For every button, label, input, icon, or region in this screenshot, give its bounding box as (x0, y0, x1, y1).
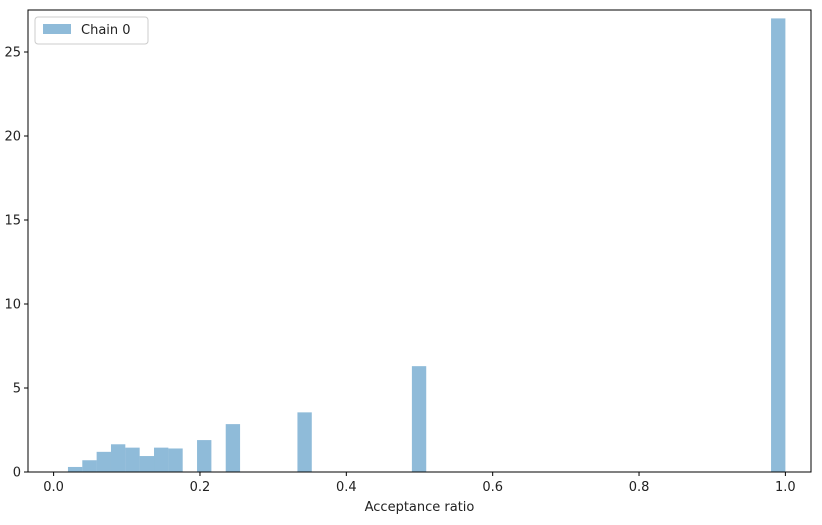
x-tick-label: 0.2 (190, 480, 211, 495)
histogram-bar-12 (771, 18, 786, 473)
x-tick-label: 0.0 (43, 480, 64, 495)
histogram-bar-7 (168, 448, 183, 472)
x-axis-ticks: 0.0 0.2 0.4 0.6 0.8 1.0 (43, 472, 796, 495)
legend-box (34, 16, 149, 45)
x-axis-label: Acceptance ratio (365, 500, 475, 515)
y-tick-label: 5 (13, 382, 21, 397)
legend: Chain 0 (34, 16, 149, 45)
legend-label-chain-0: Chain 0 (81, 23, 131, 38)
y-tick-label: 0 (13, 466, 21, 481)
histogram-bar-5 (139, 456, 155, 472)
y-tick-label: 10 (4, 298, 21, 313)
histogram-bar-8 (197, 440, 212, 472)
histogram-bar-0 (67, 466, 83, 472)
histogram-bar-3 (110, 444, 126, 472)
x-tick-label: 1.0 (775, 480, 796, 495)
y-axis-ticks: 0 5 10 15 20 25 (4, 46, 28, 481)
y-tick-label: 25 (4, 46, 21, 61)
histogram-bar-6 (154, 447, 169, 472)
x-tick-label: 0.4 (336, 480, 357, 495)
histogram-bar-9 (225, 424, 241, 472)
histogram-bar-4 (125, 447, 140, 472)
y-tick-label: 15 (4, 214, 21, 229)
y-tick-label: 20 (4, 130, 21, 145)
histogram-bar-10 (297, 412, 312, 472)
plot-frame (27, 9, 812, 473)
histogram-bar-1 (82, 460, 97, 472)
x-tick-label: 0.8 (629, 480, 650, 495)
histogram-bar-11 (411, 366, 427, 472)
x-tick-label: 0.6 (482, 480, 503, 495)
histogram-bar-2 (96, 451, 111, 472)
histogram-bars (67, 18, 786, 473)
legend-swatch (43, 24, 71, 34)
